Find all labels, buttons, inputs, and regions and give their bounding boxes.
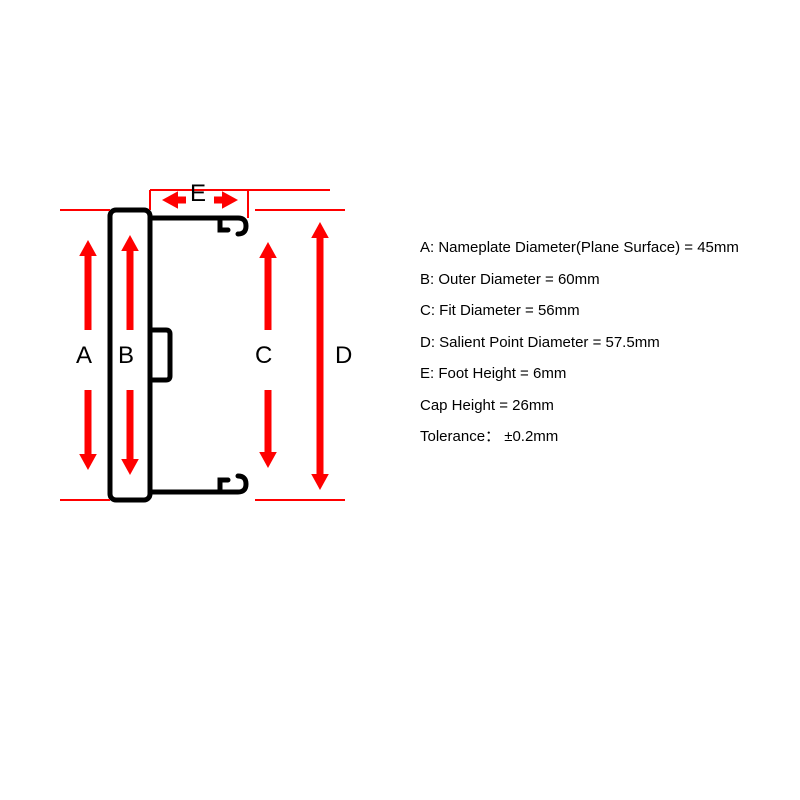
spec-E: E: Foot Height = 6mm bbox=[420, 358, 739, 390]
spec-D: D: Salient Point Diameter = 57.5mm bbox=[420, 327, 739, 359]
spec-cap: Cap Height = 26mm bbox=[420, 390, 739, 422]
spec-list: A: Nameplate Diameter(Plane Surface) = 4… bbox=[420, 232, 739, 453]
spec-A: A: Nameplate Diameter(Plane Surface) = 4… bbox=[420, 232, 739, 264]
dim-label-A: A bbox=[76, 342, 92, 370]
spec-tol: Tolerance： ±0.2mm bbox=[420, 421, 739, 453]
spec-B: B: Outer Diameter = 60mm bbox=[420, 264, 739, 296]
dim-label-D: D bbox=[335, 342, 352, 370]
dim-label-B: B bbox=[118, 342, 134, 370]
dim-label-C: C bbox=[255, 342, 272, 370]
dim-label-E: E bbox=[190, 180, 206, 208]
spec-C: C: Fit Diameter = 56mm bbox=[420, 295, 739, 327]
